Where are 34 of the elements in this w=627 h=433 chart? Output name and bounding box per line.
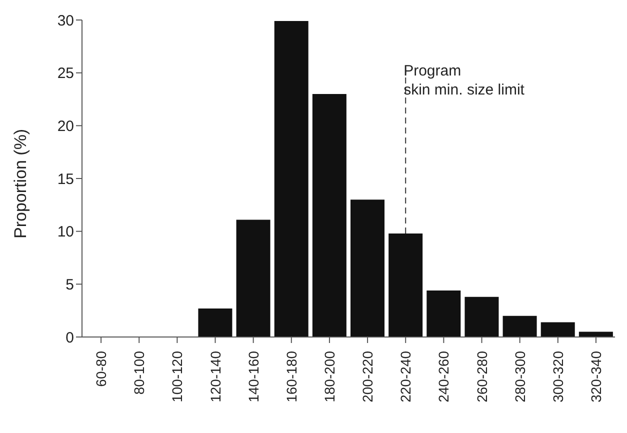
y-tick-label: 30 (57, 12, 74, 30)
x-tick-label: 200-220 (360, 350, 376, 402)
bar (540, 322, 575, 337)
bar (578, 332, 613, 337)
ref-line-label: Program skin min. size limit (404, 62, 526, 99)
x-tick-label: 120-140 (207, 350, 224, 402)
y-tick-label: 5 (66, 276, 74, 294)
bar (236, 220, 270, 337)
x-tick-label: 260-280 (474, 350, 490, 402)
bar (198, 308, 232, 337)
x-tick-label: 80-100 (131, 350, 148, 395)
x-tick-label: 240-260 (436, 350, 452, 402)
x-tick-label: 280-300 (512, 350, 528, 402)
y-tick-label: 25 (57, 65, 74, 82)
y-tick-label: 10 (57, 224, 74, 241)
x-tick-label: 160-180 (283, 350, 300, 402)
y-axis-title: Proportion (%) (11, 128, 30, 238)
bar (388, 233, 423, 337)
bar (464, 296, 499, 337)
bar (274, 21, 308, 337)
x-tick-label: 320-340 (588, 350, 604, 402)
x-tick-label: 180-200 (321, 350, 338, 402)
bar (426, 290, 461, 337)
bar (312, 94, 346, 337)
y-tick-label: 0 (66, 329, 74, 346)
x-tick-label: 60-80 (93, 350, 110, 387)
y-tick-label: 15 (57, 170, 74, 188)
bar (350, 200, 384, 337)
x-tick-label: 100-120 (169, 350, 186, 402)
bar (502, 316, 537, 337)
y-tick-label: 20 (57, 118, 74, 135)
x-tick-label: 220-240 (398, 350, 414, 402)
x-tick-label: 300-320 (550, 350, 566, 402)
x-tick-label: 140-160 (245, 350, 262, 402)
